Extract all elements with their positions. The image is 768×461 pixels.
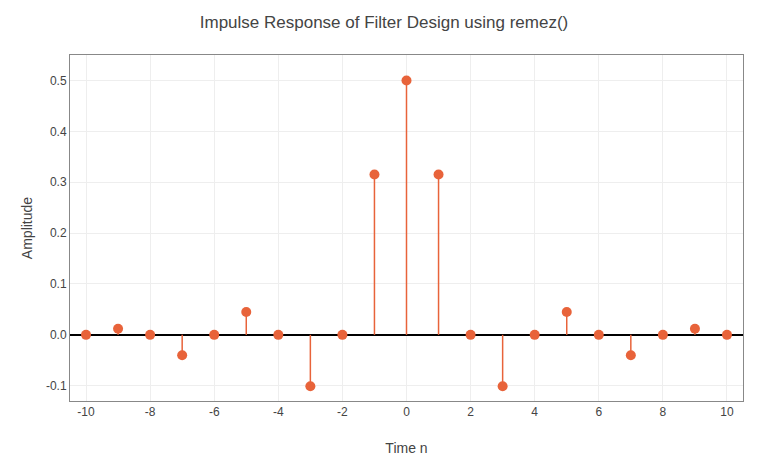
svg-text:-10: -10 [77, 405, 95, 419]
svg-text:8: 8 [660, 405, 667, 419]
svg-text:6: 6 [595, 405, 602, 419]
svg-text:-6: -6 [209, 405, 220, 419]
svg-text:-0.1: -0.1 [46, 379, 67, 393]
svg-text:0.5: 0.5 [50, 74, 67, 88]
svg-text:-8: -8 [145, 405, 156, 419]
svg-text:0.1: 0.1 [50, 277, 67, 291]
svg-text:-4: -4 [273, 405, 284, 419]
svg-text:4: 4 [531, 405, 538, 419]
svg-text:10: 10 [720, 405, 734, 419]
svg-text:0.2: 0.2 [50, 226, 67, 240]
svg-text:Impulse Response of Filter Des: Impulse Response of Filter Design using … [200, 13, 568, 32]
svg-text:Time n: Time n [385, 440, 427, 456]
svg-text:2: 2 [467, 405, 474, 419]
svg-text:0.0: 0.0 [50, 328, 67, 342]
svg-text:0.4: 0.4 [50, 125, 67, 139]
svg-text:0.3: 0.3 [50, 175, 67, 189]
svg-text:Amplitude: Amplitude [19, 197, 35, 259]
svg-text:0: 0 [403, 405, 410, 419]
svg-text:-2: -2 [337, 405, 348, 419]
